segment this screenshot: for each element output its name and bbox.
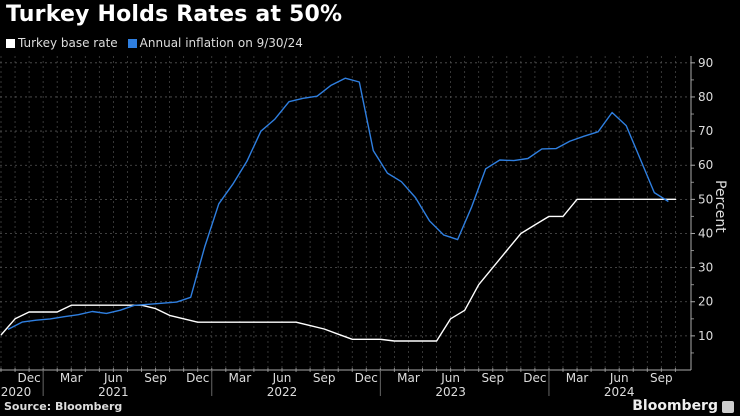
x-tick-label: Jun (440, 371, 460, 385)
y-tick-label: 60 (698, 158, 713, 172)
y-tick-label: 10 (698, 329, 713, 343)
series-line-inflation (7, 77, 669, 331)
x-tick-label: Sep (650, 371, 673, 385)
x-year-label: 2023 (435, 385, 466, 399)
x-tick-label: Dec (17, 371, 40, 385)
x-tick-label: Mar (60, 371, 83, 385)
x-year-label: 2021 (98, 385, 129, 399)
x-tick-label: Jun (609, 371, 629, 385)
x-tick-label: Sep (144, 371, 167, 385)
source-note: Source: Bloomberg (4, 400, 123, 413)
legend-label: Annual inflation on 9/30/24 (139, 36, 303, 50)
x-tick-label: Mar (229, 371, 252, 385)
x-tick-label: Dec (523, 371, 546, 385)
y-axis-label: Percent (712, 180, 728, 233)
x-tick-label: Jun (272, 371, 292, 385)
legend-swatch-white (6, 38, 15, 48)
legend-label: Turkey base rate (18, 36, 118, 50)
x-year-label: 2020 (1, 385, 32, 399)
x-year-label: 2022 (267, 385, 298, 399)
x-tick-label: Dec (355, 371, 378, 385)
chart-title: Turkey Holds Rates at 50% (6, 2, 343, 27)
y-tick-label: 20 (698, 295, 713, 309)
legend-swatch-blue (127, 38, 137, 48)
x-tick-label: Sep (481, 371, 504, 385)
x-tick-label: Mar (566, 371, 589, 385)
y-tick-label: 40 (698, 226, 713, 240)
x-tick-label: Dec (186, 371, 209, 385)
x-tick-label: Jun (103, 371, 123, 385)
bloomberg-logo: Bloomberg (632, 398, 718, 414)
x-tick-label: Sep (313, 371, 336, 385)
y-tick-label: 80 (698, 90, 713, 104)
y-tick-label: 30 (698, 261, 713, 275)
bloomberg-icon (722, 401, 734, 413)
x-tick-label: Mar (397, 371, 420, 385)
y-tick-label: 90 (698, 56, 713, 70)
x-year-label: 2024 (604, 385, 635, 399)
legend: Turkey base rate Annual inflation on 9/3… (6, 36, 303, 50)
y-tick-label: 50 (698, 192, 713, 206)
series-line-base-rate (0, 198, 676, 342)
y-tick-label: 70 (698, 124, 713, 138)
legend-item-base-rate: Turkey base rate (6, 36, 118, 50)
legend-item-inflation: Annual inflation on 9/30/24 (127, 36, 303, 50)
